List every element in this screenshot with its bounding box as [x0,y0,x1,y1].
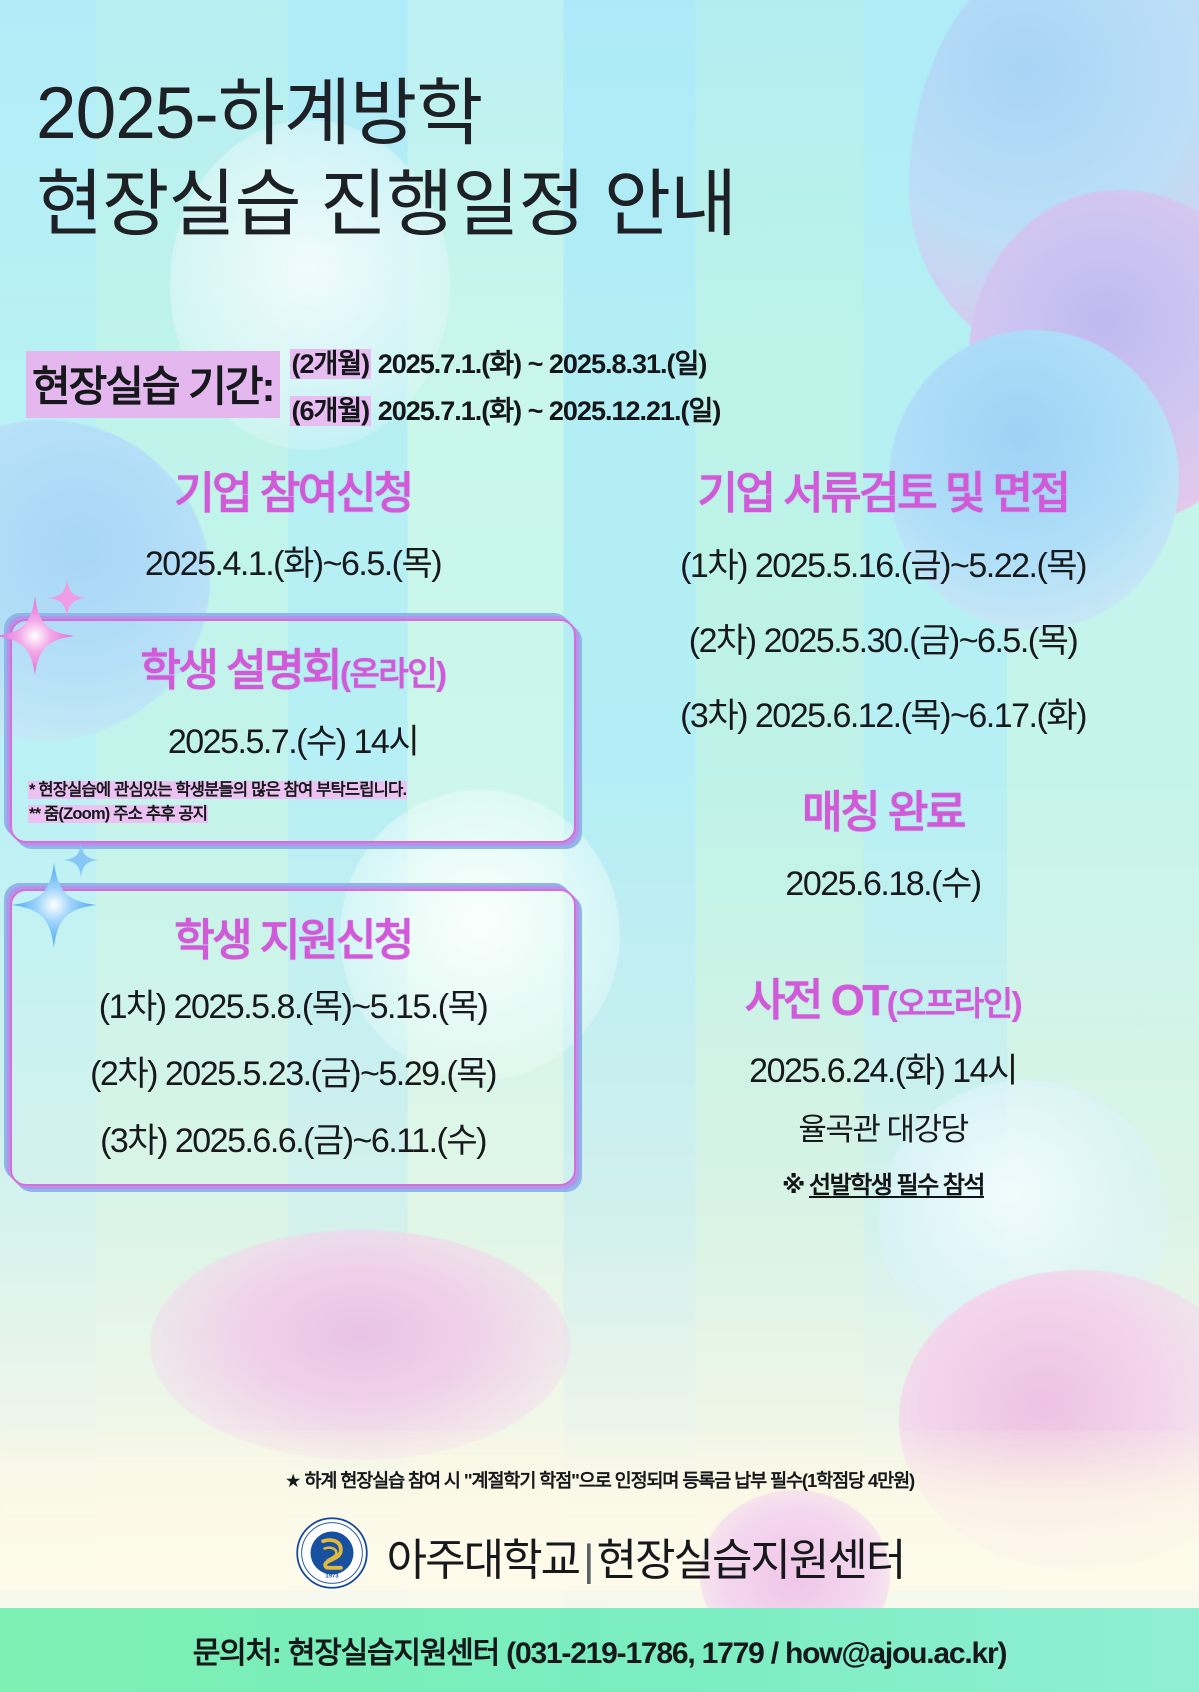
sparkle-blue-small-icon [60,839,102,881]
pre-ot-title-main: 사전 OT [744,975,889,1025]
student-briefing-title: 학생 설명회(온라인) [26,647,560,695]
section-pre-ot: 사전 OT(오프라인) 2025.6.24.(화) 14시 율곡관 대강당 ※ … [576,975,1190,1200]
internship-period-values: (2개월) 2025.7.1.(화) ~ 2025.8.31.(일) (6개월)… [289,340,722,428]
matching-date: 2025.6.18.(수) [785,864,982,903]
contact-bar: 문의처: 현장실습지원센터 (031-219-1786, 1779 / how@… [0,1608,1199,1692]
poster-title-line1: 2025-하계방학 [36,73,483,154]
pre-ot-place: 율곡관 대강당 [798,1112,969,1148]
contact-text: 문의처: 현장실습지원센터 (031-219-1786, 1779 / how@… [192,1637,1008,1670]
period-tag-6month: (6개월) [289,396,372,426]
credit-star-note: ★ 하계 현장실습 참여 시 "계절학기 학점"으로 인정되며 등록금 납부 필… [284,1470,915,1491]
period-range-2month: 2025.7.1.(화) ~ 2025.8.31.(일) [377,349,708,379]
student-apply-title: 학생 지원신청 [174,915,414,965]
section-student-apply: 학생 지원신청 (1차) 2025.5.8.(목)~5.15.(목) (2차) … [10,841,576,1187]
section-student-briefing: 학생 설명회(온라인) 2025.5.7.(수) 14시 * 현장실습에 관심있… [0,579,576,843]
student-apply-round-1: (1차) 2025.5.8.(목)~5.15.(목) [98,988,489,1027]
brand-line: 1973 아주대학교|현장실습지원센터 [0,1516,1199,1595]
decorative-blob-pink-bottom-left [150,1230,570,1460]
ajou-university-logo-icon: 1973 [295,1516,369,1595]
brand-divider: | [583,1535,594,1585]
pre-ot-mandatory-note: ※ 선발학생 필수 참석 [576,1165,1190,1200]
review-interview-title: 기업 서류검토 및 면접 [697,469,1072,518]
student-briefing-note-1: * 현장실습에 관심있는 학생분들의 많은 참여 부탁드립니다. [28,780,408,799]
svg-text:1973: 1973 [325,1573,339,1579]
brand-center-name: 현장실습지원센터 [596,1535,907,1585]
period-entry-2month: (2개월) 2025.7.1.(화) ~ 2025.8.31.(일) [289,342,721,381]
internship-period-block: 현장실습 기간: (2개월) 2025.7.1.(화) ~ 2025.8.31.… [26,340,1176,428]
section-review-interview: 기업 서류검토 및 면접 (1차) 2025.5.16.(금)~5.22.(목)… [576,469,1190,737]
student-briefing-title-paren: (온라인) [340,655,447,693]
decorative-cream-wash [0,1430,1199,1590]
left-column: 기업 참여신청 2025.4.1.(화)~6.5.(목) [0,469,576,1187]
company-apply-title: 기업 참여신청 [174,469,414,518]
company-apply-date: 2025.4.1.(화)~6.5.(목) [144,545,443,584]
brand-text: 아주대학교|현장실습지원센터 [386,1524,907,1588]
student-apply-rounds: (1차) 2025.5.8.(목)~5.15.(목) (2차) 2025.5.2… [26,979,560,1162]
matching-title: 매칭 완료 [802,788,966,838]
pre-ot-title-paren: (오프라인) [886,984,1023,1022]
pre-ot-mandatory-text: 선발학생 필수 참석 [809,1172,985,1200]
decorative-blob-mid-white [340,790,620,1080]
pre-ot-mandatory-mark: ※ [782,1172,809,1200]
period-entry-6month: (6개월) 2025.7.1.(화) ~ 2025.12.21.(일) [289,389,722,428]
section-company-apply: 기업 참여신청 2025.4.1.(화)~6.5.(목) [10,469,576,585]
period-range-6month: 2025.7.1.(화) ~ 2025.12.21.(일) [377,396,722,426]
section-matching-complete: 매칭 완료 2025.6.18.(수) [576,788,1190,904]
student-briefing-notes: * 현장실습에 관심있는 학생분들의 많은 참여 부탁드립니다. ** 줌(Zo… [26,779,560,827]
internship-period-label: 현장실습 기간: [26,350,280,418]
decorative-blob-right-sky [889,330,1179,630]
right-column: 기업 서류검토 및 면접 (1차) 2025.5.16.(금)~5.22.(목)… [576,469,1190,1200]
review-interview-round-3: (3차) 2025.6.12.(목)~6.17.(화) [680,697,1087,736]
pre-ot-title: 사전 OT(오프라인) [576,975,1190,1025]
student-briefing-title-main: 학생 설명회 [140,646,342,696]
poster-title-line2: 현장실습 진행일정 안내 [36,163,737,245]
student-briefing-note-2: ** 줌(Zoom) 주소 추후 공지 [28,804,209,823]
period-tag-2month: (2개월) [289,349,372,379]
brand-university-name: 아주대학교 [386,1535,581,1585]
pre-ot-date: 2025.6.24.(화) 14시 [749,1052,1018,1091]
student-apply-round-2: (2차) 2025.5.23.(금)~5.29.(목) [90,1055,497,1094]
student-apply-round-3: (3차) 2025.6.6.(금)~6.11.(수) [100,1122,487,1161]
student-briefing-date: 2025.5.7.(수) 14시 [167,722,420,761]
review-interview-round-1: (1차) 2025.5.16.(금)~5.22.(목) [680,547,1087,586]
review-interview-round-2: (2차) 2025.5.30.(금)~6.5.(목) [688,622,1079,661]
poster-title: 2025-하계방학 현장실습 진행일정 안내 [36,72,737,247]
review-interview-rounds: (1차) 2025.5.16.(금)~5.22.(목) (2차) 2025.5.… [576,538,1190,737]
